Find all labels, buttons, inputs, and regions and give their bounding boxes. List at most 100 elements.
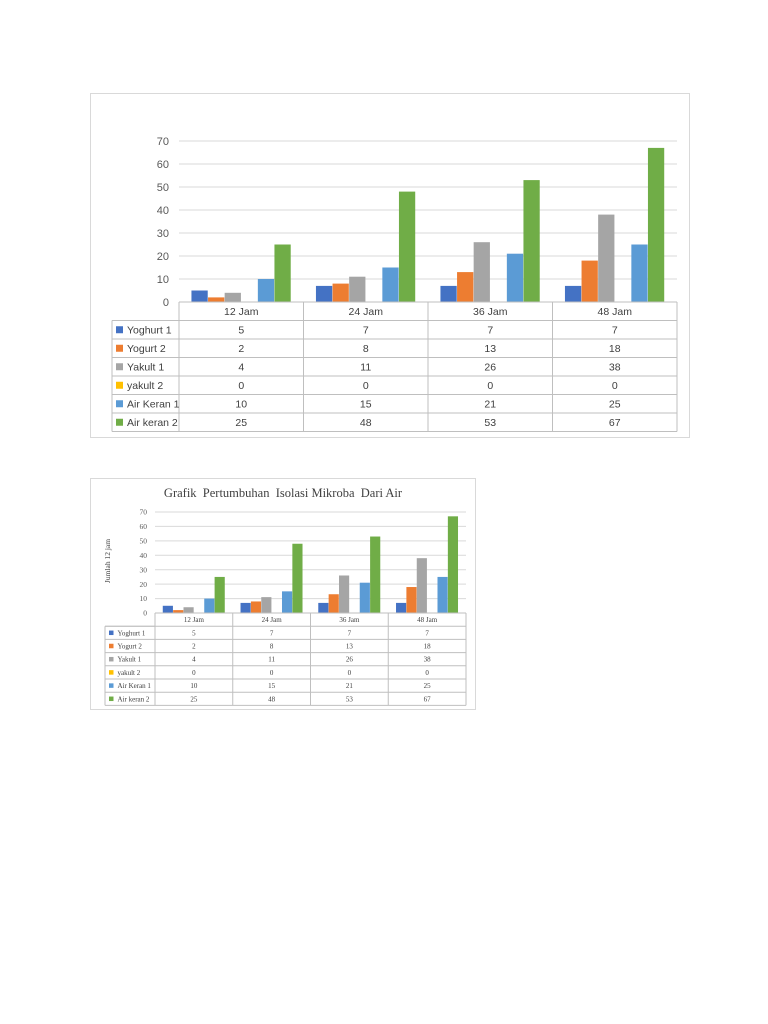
table-value: 53	[484, 417, 496, 429]
x-category-label: 12 Jam	[184, 616, 205, 624]
y-tick-label: 30	[157, 228, 169, 240]
table-value: 7	[363, 325, 369, 337]
table-value: 67	[609, 417, 621, 429]
table-value: 25	[190, 695, 198, 703]
chart-panel-2: Grafik Pertumbuhan Isolasi Mikroba Dari …	[90, 478, 476, 710]
bar	[581, 260, 598, 302]
table-value: 48	[268, 695, 276, 703]
chart-title: Grafik Pertumbuhan Isolasi Mikroba Dari …	[164, 486, 403, 500]
legend-label: Yoghurt 1	[127, 325, 172, 337]
bar	[292, 543, 303, 613]
table-value: 0	[425, 669, 429, 677]
legend-label: Air Keran 1	[118, 682, 152, 690]
table-value: 18	[609, 343, 621, 355]
legend-key	[116, 344, 123, 352]
y-tick-label: 70	[140, 508, 148, 517]
bar	[328, 594, 339, 613]
x-category-label: 24 Jam	[349, 306, 384, 318]
bar	[204, 598, 215, 613]
legend-label: yakult 2	[118, 669, 141, 677]
y-tick-label: 70	[157, 136, 169, 148]
table-value: 15	[268, 682, 276, 690]
x-category-label: 48 Jam	[598, 306, 633, 318]
y-tick-label: 30	[140, 565, 148, 574]
table-value: 7	[270, 629, 274, 637]
bar	[598, 214, 615, 302]
table-value: 21	[346, 682, 354, 690]
x-category-label: 12 Jam	[224, 306, 259, 318]
y-tick-label: 20	[157, 251, 169, 263]
table-value: 0	[612, 380, 618, 392]
table-value: 26	[346, 656, 354, 664]
table-value: 8	[270, 643, 274, 651]
y-axis-label: Jumlah 12 jam	[103, 539, 112, 583]
table-value: 25	[235, 417, 247, 429]
bar	[382, 267, 399, 302]
bar	[359, 582, 370, 613]
bar	[398, 191, 416, 302]
y-tick-label: 60	[140, 522, 148, 531]
y-tick-label: 20	[140, 580, 148, 589]
bar	[447, 516, 459, 613]
bar	[162, 605, 173, 613]
bar	[506, 253, 524, 302]
bar	[208, 297, 225, 302]
table-value: 0	[270, 669, 274, 677]
bar	[416, 558, 427, 613]
bar	[224, 292, 241, 302]
table-value: 10	[190, 682, 198, 690]
legend-key	[116, 363, 123, 371]
table-value: 25	[609, 399, 621, 411]
table-value: 25	[424, 682, 432, 690]
bar	[440, 285, 457, 302]
table-value: 0	[363, 380, 369, 392]
legend-key	[109, 683, 114, 688]
table-value: 7	[425, 629, 429, 637]
legend-key	[116, 400, 123, 408]
table-value: 5	[238, 325, 244, 337]
table-value: 13	[346, 643, 354, 651]
table-value: 48	[360, 417, 372, 429]
bar	[406, 587, 417, 613]
table-value: 15	[360, 399, 372, 411]
y-tick-label: 50	[140, 536, 148, 545]
table-value: 13	[484, 343, 496, 355]
table-value: 8	[363, 343, 369, 355]
table-value: 7	[487, 325, 493, 337]
bar	[339, 575, 350, 613]
bar	[647, 147, 665, 302]
bar	[183, 607, 194, 613]
legend-label: Yogurt 2	[127, 343, 166, 355]
table-value: 5	[192, 629, 196, 637]
table-value: 11	[360, 362, 371, 374]
bar	[250, 601, 262, 613]
bar	[274, 244, 291, 302]
legend-key	[109, 643, 114, 649]
bar	[214, 576, 225, 613]
table-value: 7	[348, 629, 352, 637]
legend-key	[116, 418, 123, 426]
legend-key	[116, 326, 123, 334]
legend-label: Yakult 1	[118, 656, 142, 664]
bar	[332, 283, 349, 302]
table-value: 10	[235, 399, 247, 411]
legend-key	[109, 630, 114, 636]
legend-key	[109, 656, 114, 662]
legend-label: Yakult 1	[127, 362, 164, 374]
table-value: 11	[268, 656, 275, 664]
bar	[281, 591, 293, 613]
legend-label: Air Keran 1	[127, 399, 180, 411]
y-tick-label: 0	[143, 609, 147, 618]
table-value: 0	[192, 669, 196, 677]
bar	[473, 242, 490, 302]
bar	[349, 276, 366, 302]
x-category-label: 24 Jam	[262, 616, 283, 624]
chart-panel-1: 0 10 20 30 40 50 60 70 12 Jam 24 Jam 36 Jam 48 Jam Y…	[90, 93, 690, 438]
legend-label: Yogurt 2	[118, 643, 143, 651]
bar	[523, 180, 540, 302]
table-value: 21	[484, 399, 496, 411]
legend-key	[116, 381, 123, 389]
bar	[396, 602, 407, 613]
table-value: 4	[192, 656, 196, 664]
